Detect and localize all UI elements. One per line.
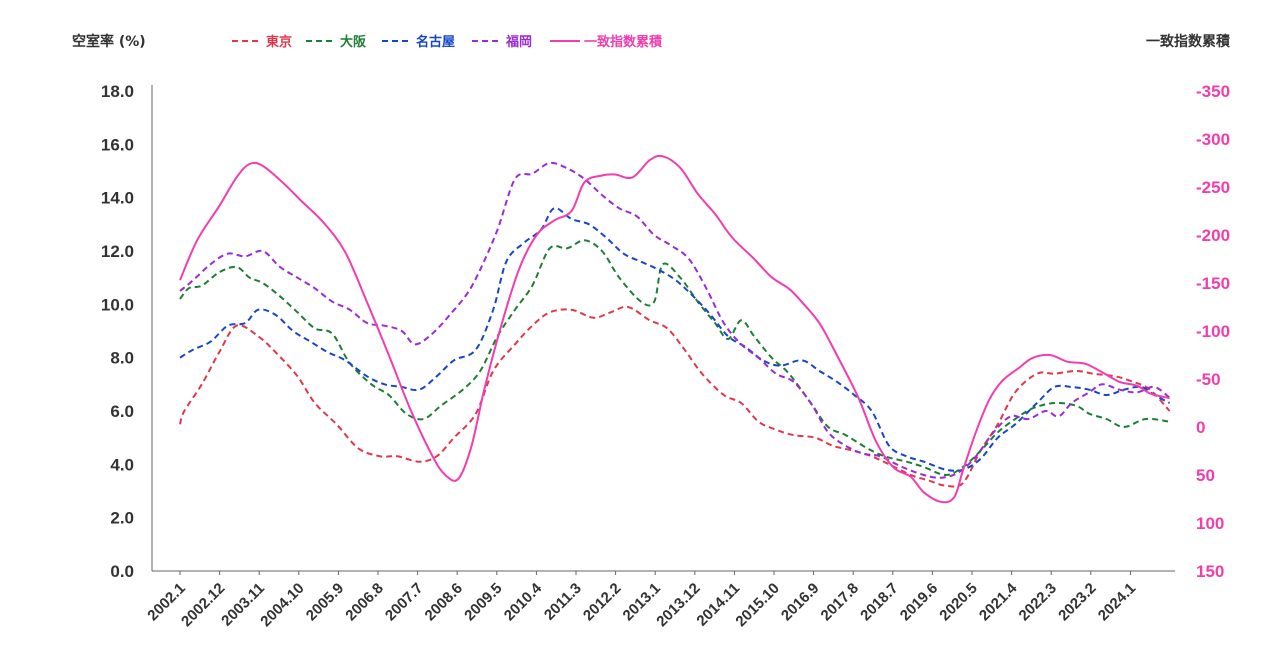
x-tick-label: 2007.7	[382, 580, 426, 624]
x-tick-label: 2017.8	[818, 580, 862, 624]
x-tick-label: 2020.5	[936, 580, 980, 624]
y-tick-right-label: -100	[1196, 322, 1230, 341]
x-tick-label: 2008.6	[422, 580, 466, 624]
x-tick-label: 2016.9	[778, 580, 822, 624]
y-tick-right-label: 50	[1196, 466, 1215, 485]
x-tick-label: 2010.4	[501, 579, 546, 624]
y-tick-right-label: -200	[1196, 226, 1230, 245]
x-tick-label: 2021.4	[976, 579, 1021, 624]
series-line-osaka	[179, 239, 1170, 476]
y-tick-left-label: 0.0	[110, 562, 134, 581]
x-tick-label: 2012.2	[580, 580, 624, 624]
y-tick-left-label: 2.0	[110, 509, 134, 528]
y-tick-left-label: 18.0	[101, 82, 134, 101]
legend: 東京 大阪 名古屋 福岡 一致指数累積	[232, 34, 663, 50]
x-tick-label: 2022.3	[1016, 580, 1060, 624]
y-tick-right-label: -350	[1196, 82, 1230, 101]
y-tick-left-label: 10.0	[101, 295, 134, 314]
y-axis-right-title: 一致指数累積	[1146, 33, 1231, 50]
y-axis-left-title: 空室率 (%)	[72, 33, 146, 50]
x-ticks: 2002.12002.122003.112004.102005.92006.82…	[144, 571, 1139, 630]
y-tick-left-label: 4.0	[110, 455, 134, 474]
legend-label-nagoya: 名古屋	[416, 34, 455, 50]
y-tick-left-label: 8.0	[110, 349, 134, 368]
legend-label-coincident-index: 一致指数累積	[584, 34, 663, 50]
x-tick-label: 2005.9	[303, 580, 347, 624]
series-line-fukuoka	[179, 161, 1171, 479]
y-tick-left-label: 6.0	[110, 402, 134, 421]
y-tick-left-label: 12.0	[101, 242, 134, 261]
x-tick-label: 2024.1	[1095, 580, 1139, 624]
y-tick-right-label: 150	[1196, 562, 1224, 581]
plot-area	[179, 154, 1171, 504]
y-ticks-left: 0.0 2.0 4.0 6.0 8.0 10.0 12.0 14.0 16.0 18.0	[101, 82, 134, 581]
y-tick-right-label: -300	[1196, 130, 1230, 149]
x-tick-label: 2006.8	[342, 580, 386, 624]
y-tick-right-label: 0	[1196, 418, 1205, 437]
series-line-nagoya	[179, 207, 1171, 472]
legend-label-osaka: 大阪	[340, 34, 367, 50]
x-tick-label: 2009.5	[461, 580, 505, 624]
y-tick-left-label: 16.0	[101, 135, 134, 154]
y-tick-left-label: 14.0	[101, 189, 134, 208]
y-tick-right-label: 100	[1196, 514, 1224, 533]
x-tick-label: 2004.10	[257, 580, 307, 630]
x-tick-label: 2013.12	[653, 580, 703, 630]
x-tick-label: 2002.12	[178, 580, 228, 630]
series-line-tokyo	[179, 305, 1171, 488]
x-tick-label: 2015.10	[732, 580, 782, 630]
x-tick-label: 2011.3	[541, 580, 585, 624]
x-tick-label: 2019.6	[897, 580, 941, 624]
x-tick-label: 2023.2	[1055, 580, 1099, 624]
x-tick-label: 2018.7	[857, 580, 901, 624]
y-tick-right-label: -150	[1196, 274, 1230, 293]
y-tick-right-label: -50	[1196, 370, 1221, 389]
legend-label-fukuoka: 福岡	[505, 34, 532, 50]
legend-label-tokyo: 東京	[266, 34, 292, 50]
y-ticks-right: 150 100 50 0 -50 -100 -150 -200 -250 -300 -350	[1196, 82, 1230, 581]
series-line-coincident-index	[179, 154, 1170, 504]
y-tick-right-label: -250	[1196, 178, 1230, 197]
